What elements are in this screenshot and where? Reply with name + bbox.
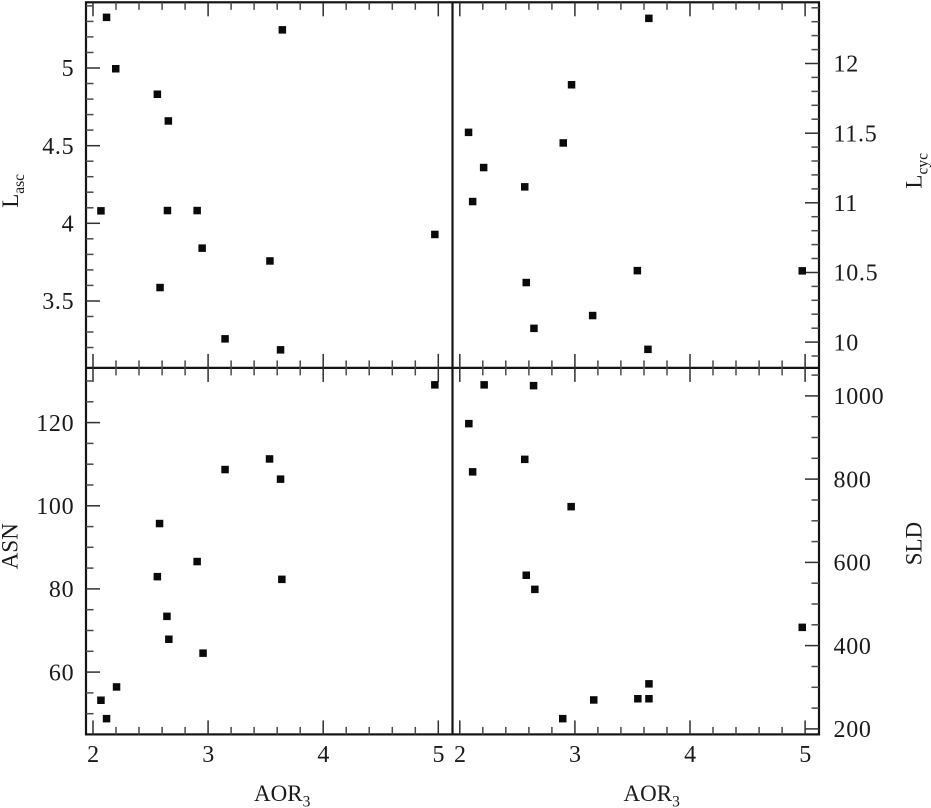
svg-text:12: 12 bbox=[834, 52, 859, 78]
svg-text:1000: 1000 bbox=[834, 384, 885, 410]
svg-text:5: 5 bbox=[62, 56, 75, 82]
svg-text:80: 80 bbox=[49, 577, 74, 603]
svg-text:4: 4 bbox=[317, 742, 330, 768]
svg-text:4: 4 bbox=[684, 742, 697, 768]
svg-text:3: 3 bbox=[202, 742, 215, 768]
svg-text:600: 600 bbox=[834, 551, 872, 577]
svg-text:SLD: SLD bbox=[902, 522, 927, 565]
svg-text:AOR3: AOR3 bbox=[254, 781, 311, 808]
svg-text:400: 400 bbox=[834, 634, 872, 660]
svg-text:3: 3 bbox=[569, 742, 582, 768]
svg-text:2: 2 bbox=[87, 742, 100, 768]
svg-text:120: 120 bbox=[36, 411, 74, 437]
svg-text:60: 60 bbox=[49, 660, 74, 686]
svg-text:4.5: 4.5 bbox=[42, 134, 74, 160]
svg-text:200: 200 bbox=[834, 717, 872, 743]
svg-text:10.5: 10.5 bbox=[834, 261, 879, 287]
svg-text:100: 100 bbox=[36, 494, 74, 520]
svg-text:ASN: ASN bbox=[0, 523, 23, 569]
svg-text:2: 2 bbox=[454, 742, 467, 768]
svg-text:3.5: 3.5 bbox=[42, 289, 74, 315]
svg-text:4: 4 bbox=[62, 212, 75, 238]
svg-text:5: 5 bbox=[432, 742, 445, 768]
svg-text:800: 800 bbox=[834, 467, 872, 493]
svg-text:11: 11 bbox=[834, 191, 859, 217]
svg-text:5: 5 bbox=[799, 742, 812, 768]
svg-text:11.5: 11.5 bbox=[834, 121, 878, 147]
svg-text:10: 10 bbox=[834, 330, 859, 356]
svg-text:AOR3: AOR3 bbox=[624, 781, 681, 808]
